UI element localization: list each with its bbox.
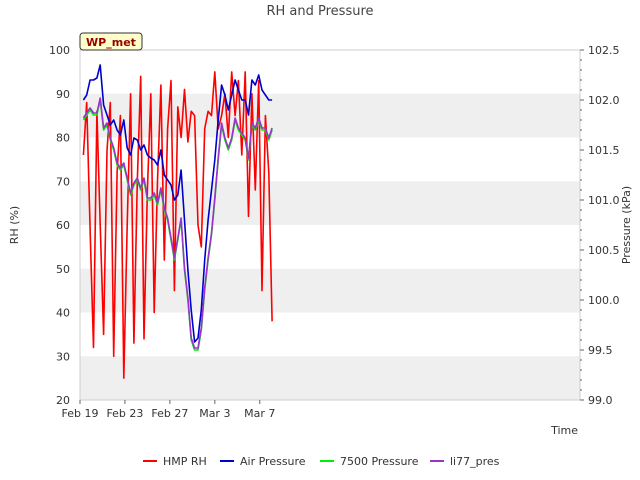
y-right-tick-label: 99.5: [588, 344, 613, 357]
x-axis: Feb 19 Feb 23 Feb 27 Mar 3 Mar 7: [62, 400, 275, 420]
y-left-tick-label: 20: [56, 394, 70, 407]
y-axis-right-label: Pressure (kPa): [620, 186, 633, 264]
y-right-tick-label: 101.0: [588, 194, 620, 207]
series-line-li77-pres: [82, 97, 273, 349]
y-left-tick-label: 40: [56, 307, 70, 320]
station-badge: WP_met: [79, 32, 143, 51]
y-right-tick-label: 100.0: [588, 294, 620, 307]
x-tick-label: Feb 23: [106, 407, 143, 420]
y-axis-left: 20 30 40 50 60 70 80 90 100: [49, 44, 70, 407]
y-left-tick-label: 100: [49, 44, 70, 57]
y-right-tick-label: 99.0: [588, 394, 613, 407]
legend-label: Air Pressure: [240, 455, 306, 468]
y-left-tick-label: 80: [56, 132, 70, 145]
y-left-tick-label: 30: [56, 350, 70, 363]
x-tick-label: Feb 19: [62, 407, 99, 420]
y-left-tick-label: 50: [56, 263, 70, 276]
x-tick-label: Mar 3: [199, 407, 230, 420]
legend-label: HMP RH: [163, 455, 207, 468]
grid-band: [80, 181, 580, 225]
y-left-tick-label: 90: [56, 88, 70, 101]
legend: HMP RH Air Pressure 7500 Pressure li77_pres: [143, 455, 500, 468]
x-axis-label: Time: [550, 424, 578, 437]
x-tick-label: Mar 7: [244, 407, 275, 420]
station-badge-label: WP_met: [86, 36, 136, 49]
grid-band: [80, 356, 580, 400]
y-axis-right: 99.0 99.5 100.0 100.5 101.0 101.5 102.0 102.5: [580, 44, 620, 407]
legend-label: 7500 Pressure: [340, 455, 419, 468]
grid-band: [80, 268, 580, 313]
y-right-tick-label: 100.5: [588, 244, 620, 257]
y-right-tick-label: 102.5: [588, 44, 620, 57]
grid-bands: [80, 93, 580, 400]
grid-band: [80, 93, 580, 138]
chart-title: RH and Pressure: [266, 4, 373, 19]
series-lines: [82, 64, 273, 379]
y-axis-left-label: RH (%): [8, 206, 21, 244]
y-left-tick-label: 60: [56, 219, 70, 232]
y-left-tick-label: 70: [56, 175, 70, 188]
y-right-tick-label: 101.5: [588, 144, 620, 157]
legend-label: li77_pres: [450, 455, 500, 468]
y-right-tick-label: 102.0: [588, 94, 620, 107]
plot-area-border: [79, 49, 581, 401]
series-line-air-pressure: [82, 64, 273, 343]
station-badge-box: [79, 32, 143, 51]
x-tick-label: Feb 27: [151, 407, 188, 420]
